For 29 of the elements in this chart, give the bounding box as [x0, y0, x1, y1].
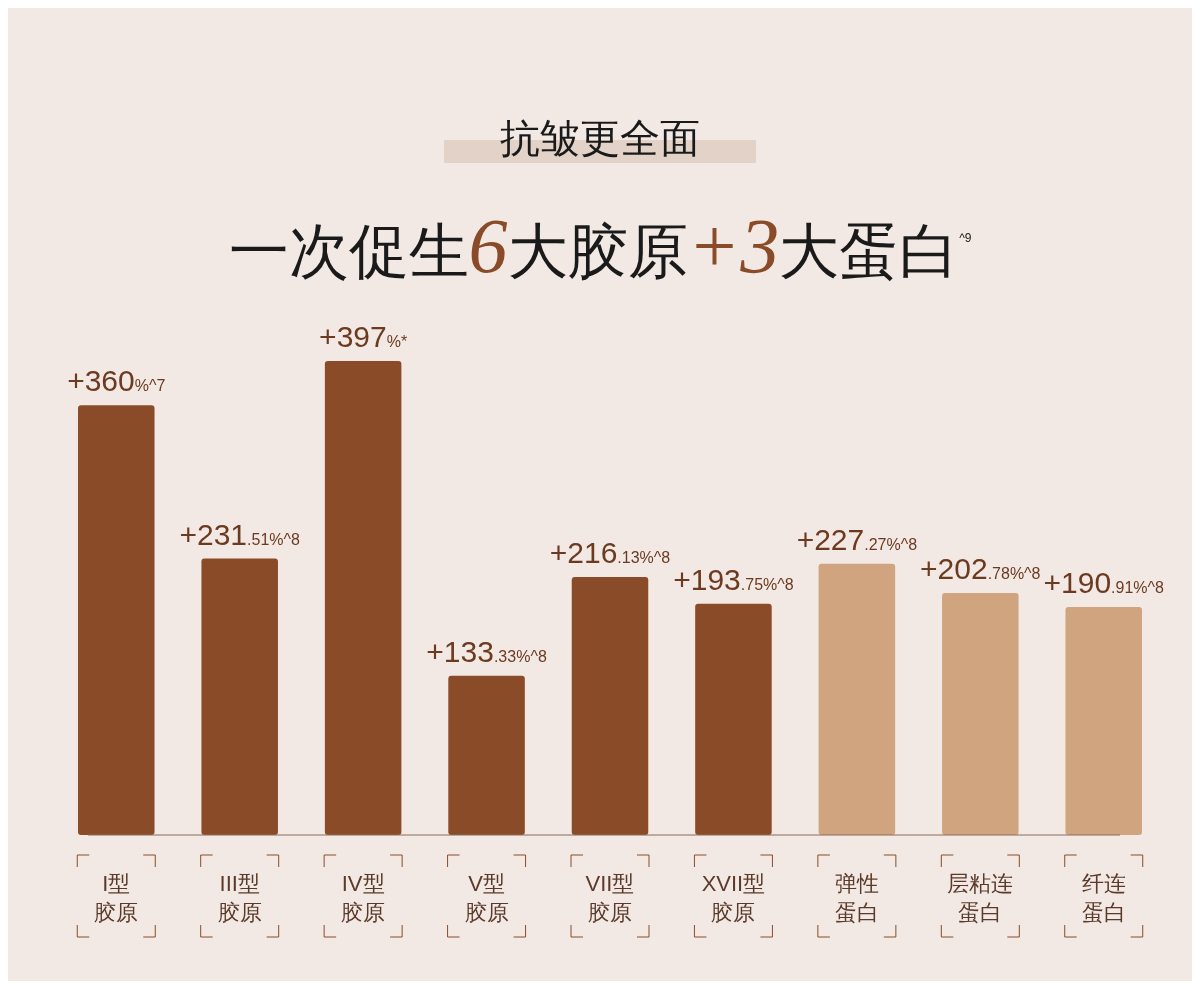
- data-label: +231.51%^8: [179, 517, 301, 551]
- chart-subtitle: 一次促生6大胶原+3大蛋白$^{^9}$: [228, 202, 972, 289]
- bar: [324, 361, 402, 835]
- x-tick-label: III型胶原: [217, 871, 262, 925]
- data-label: +193.75%^8: [673, 562, 794, 596]
- x-tick-label: 层粘连蛋白: [947, 871, 1014, 925]
- x-tick-label: I型胶原: [94, 871, 139, 925]
- x-tick-label: VII型胶原: [585, 871, 635, 925]
- bar: [448, 675, 525, 835]
- data-label: +397%*: [319, 320, 408, 353]
- bar: [695, 603, 772, 835]
- data-label: +216.13%^8: [549, 535, 671, 569]
- bar: [571, 576, 649, 835]
- x-tick-label: V型胶原: [464, 871, 509, 925]
- data-label: +202.78%^8: [920, 551, 1041, 585]
- chart-title: 抗皱更全面: [500, 116, 700, 160]
- data-label: +360%^7: [67, 364, 166, 398]
- data-label: +190.91%^8: [1043, 566, 1165, 600]
- x-tick-label: IV型胶原: [341, 871, 386, 925]
- x-tick-label: 纤连蛋白: [1081, 871, 1126, 925]
- x-tick-label: XVII型胶原: [701, 871, 766, 925]
- bar: [201, 558, 278, 835]
- bar: [818, 563, 896, 835]
- bar: [1065, 607, 1142, 835]
- bar: [78, 405, 155, 835]
- data-label: +227.27%^8: [796, 522, 918, 556]
- x-tick-label: 弹性蛋白: [834, 871, 879, 925]
- data-label: +133.33%^8: [426, 634, 547, 668]
- bar: [942, 592, 1019, 835]
